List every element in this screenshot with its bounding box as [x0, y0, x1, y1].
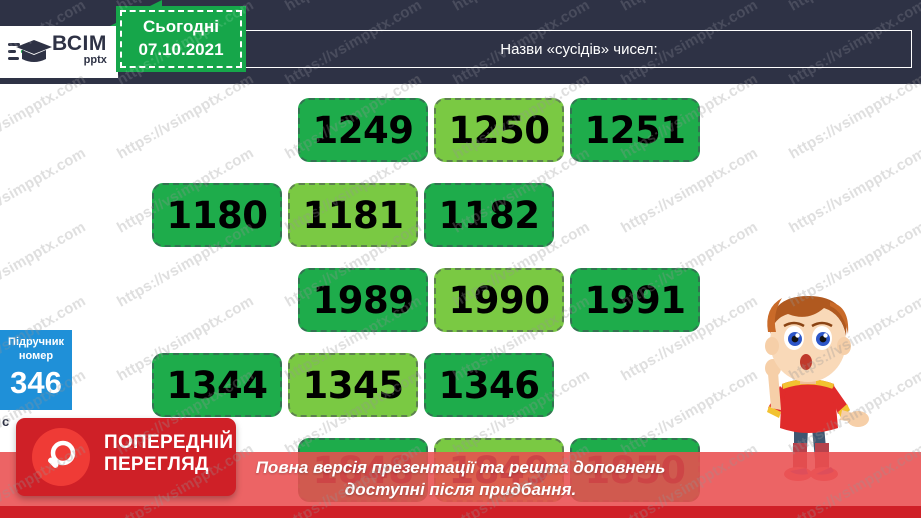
obscured-text-fragment: с [2, 414, 10, 429]
number-box[interactable]: 1182 [424, 183, 554, 247]
number-box[interactable]: 1346 [424, 353, 554, 417]
number-row: 1989 1990 1991 [298, 268, 700, 332]
number-box[interactable]: 1345 [288, 353, 418, 417]
number-row: 1249 1250 1251 [298, 98, 700, 162]
textbook-label-line2: номер [18, 349, 54, 362]
preview-button[interactable]: ПОПЕРЕДНІЙ ПЕРЕГЛЯД [16, 418, 236, 496]
banner-bottom-strip [0, 506, 921, 518]
preview-button-label: ПОПЕРЕДНІЙ ПЕРЕГЛЯД [104, 432, 233, 476]
logo-suffix: pptx [83, 54, 107, 66]
today-date: 07.10.2021 [138, 40, 224, 59]
logo-brand: ВСІМ [52, 32, 107, 55]
title-bar-frame [246, 30, 912, 68]
today-dashed-border [120, 10, 242, 68]
number-box[interactable]: 1991 [570, 268, 700, 332]
number-box[interactable]: 1344 [152, 353, 282, 417]
number-row: 1180 1181 1182 [152, 183, 554, 247]
textbook-number-badge: Підручник номер 346 [0, 330, 72, 410]
logo-wordmark: ВСІМ pptx [52, 33, 107, 66]
number-box[interactable]: 1990 [434, 268, 564, 332]
number-box[interactable]: 1251 [570, 98, 700, 162]
magnifier-icon [32, 428, 90, 486]
number-box[interactable]: 1180 [152, 183, 282, 247]
number-box[interactable]: 1181 [288, 183, 418, 247]
preview-label-line2: ПЕРЕГЛЯД [104, 453, 209, 475]
today-label: Сьогодні [143, 17, 219, 37]
logo-plate [0, 26, 118, 78]
number-row: 1344 1345 1346 [152, 353, 554, 417]
page-title: Назви «сусідів» чисел: [500, 40, 658, 58]
textbook-label-line1: Підручник [8, 336, 64, 348]
number-box[interactable]: 1989 [298, 268, 428, 332]
graduation-cap-icon [8, 40, 52, 62]
textbook-number: 346 [10, 364, 62, 400]
banner-line-2: доступні після придбання. [344, 480, 577, 499]
number-box[interactable]: 1249 [298, 98, 428, 162]
preview-label-line1: ПОПЕРЕДНІЙ [104, 432, 234, 453]
today-badge: Сьогодні 07.10.2021 [116, 6, 246, 72]
number-box[interactable]: 1250 [434, 98, 564, 162]
banner-line-1: Повна версія презентації та решта доповн… [255, 457, 666, 477]
